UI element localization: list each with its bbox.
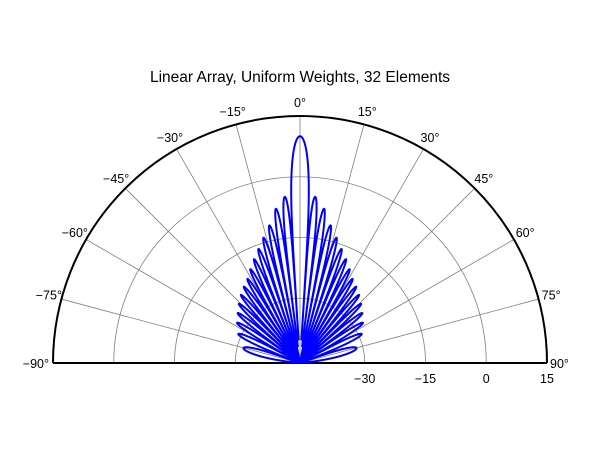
- tick-labels: −90° −75° −60° −45° −30° −15° 0° 15° 30° 45° 60° 75…: [23, 96, 569, 386]
- angle-tick-label: 60°: [516, 226, 535, 240]
- grid-lines: [61, 116, 539, 364]
- angular-grid-spoke: [299, 298, 539, 364]
- radial-tick-label: 15: [540, 372, 554, 386]
- angle-tick-label: 30°: [421, 131, 440, 145]
- angle-tick-label: 15°: [358, 105, 377, 119]
- outer-arc: [52, 115, 548, 364]
- angle-tick-label: −90°: [23, 357, 49, 371]
- radial-tick-label: −30: [354, 372, 375, 386]
- array-pattern-line: [236, 135, 364, 364]
- angle-tick-label: 0°: [294, 96, 306, 110]
- angle-tick-label: −30°: [157, 131, 183, 145]
- angular-grid-spoke: [61, 298, 301, 364]
- angle-tick-label: −45°: [103, 172, 129, 186]
- angle-tick-label: 90°: [550, 357, 569, 371]
- series-layer: [236, 135, 364, 364]
- angle-tick-label: −15°: [220, 105, 246, 119]
- angle-tick-label: 75°: [542, 289, 561, 303]
- radial-tick-label: −15: [415, 372, 436, 386]
- angle-tick-label: 45°: [474, 172, 493, 186]
- chart-title: Linear Array, Uniform Weights, 32 Elemen…: [150, 69, 450, 86]
- angle-tick-label: −60°: [62, 226, 88, 240]
- radial-tick-label: 0: [483, 372, 490, 386]
- angle-tick-label: −75°: [36, 289, 62, 303]
